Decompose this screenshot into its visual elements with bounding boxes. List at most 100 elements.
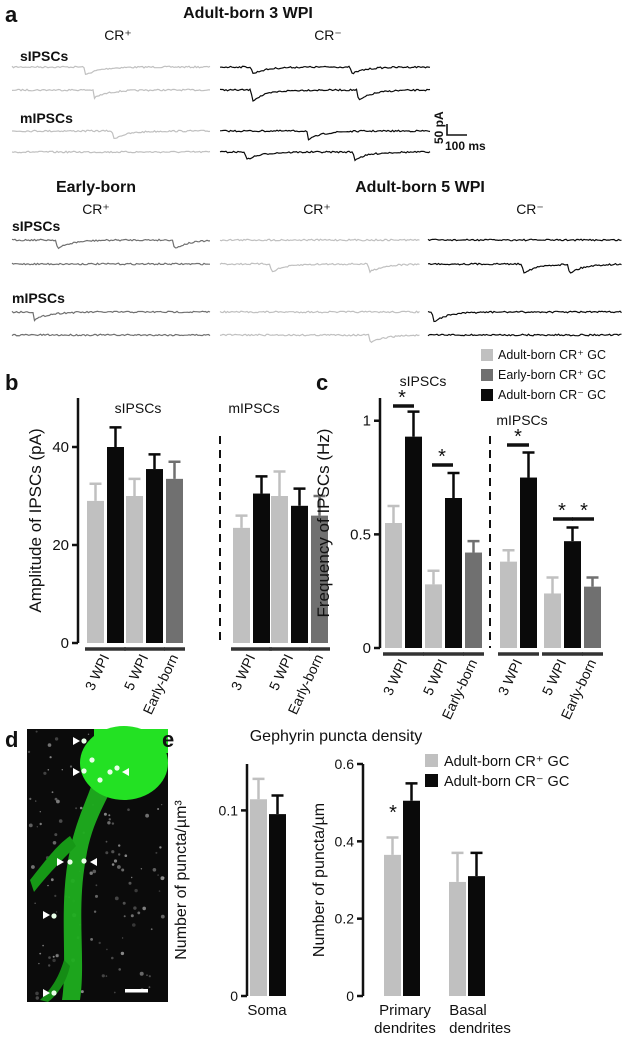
panel-a-letter: a (5, 2, 18, 27)
background-speckle (105, 840, 108, 843)
gephyrin-punctum (81, 858, 87, 864)
background-speckle (54, 894, 57, 898)
y-tick-label: 0 (61, 635, 69, 652)
background-speckle (93, 910, 97, 913)
error-bar (293, 487, 306, 506)
dendrite-main (62, 768, 118, 1000)
background-speckle (58, 819, 63, 823)
background-speckle (111, 863, 115, 866)
panel-a-row-mipscs: mIPSCs (20, 110, 73, 126)
background-speckle (38, 962, 40, 965)
panel-a-bottom-row-sipscs: sIPSCs (12, 218, 60, 234)
arrowhead-icon (43, 911, 50, 919)
panel-d: d (5, 726, 168, 1002)
background-speckle (39, 811, 41, 813)
background-speckle (158, 890, 161, 892)
background-speckle (134, 888, 138, 893)
background-speckle (111, 850, 115, 854)
arrowhead-icon (57, 858, 64, 866)
background-speckle (42, 944, 44, 947)
background-speckle (29, 797, 32, 801)
scale-bar-y-label: 50 pA (432, 111, 446, 144)
panel-d-letter: d (5, 727, 18, 752)
y-tick-label: 0 (346, 988, 354, 1004)
error-bar (109, 426, 122, 447)
legend-label-early-cr-pos: Early-born CR⁺ GC (498, 368, 606, 382)
y-tick-label: 0.4 (335, 833, 355, 849)
significance-star: * (438, 446, 446, 468)
error-bar (405, 782, 418, 801)
bar (468, 876, 485, 996)
background-speckle (157, 808, 160, 810)
ipsc-trace (219, 333, 420, 344)
background-speckle (56, 799, 60, 804)
y-tick-label: 0 (363, 640, 371, 657)
background-speckle (39, 952, 42, 955)
gephyrin-punctum (67, 859, 73, 865)
error-bar (522, 451, 535, 478)
background-speckle (35, 996, 39, 1000)
background-speckle (117, 865, 121, 869)
granule-cell-soma-top (94, 729, 168, 753)
background-speckle (108, 814, 111, 817)
background-speckle (31, 865, 35, 869)
bar (500, 561, 517, 648)
error-bar (451, 851, 464, 882)
error-bar (467, 539, 480, 553)
panel-e-letter: e (162, 727, 174, 752)
category-label-basal: Basal (449, 1002, 487, 1019)
bar (564, 541, 581, 648)
error-bar (252, 777, 265, 800)
panel-a-col-cr-pos: CR⁺ (104, 27, 132, 43)
background-speckle (148, 975, 151, 978)
background-speckle (111, 822, 115, 825)
ipsc-trace (11, 333, 211, 337)
background-speckle (113, 991, 116, 994)
legend-e-swatch-cr-neg (425, 774, 438, 787)
bar (233, 527, 250, 643)
bar (271, 496, 288, 643)
gephyrin-punctum (81, 738, 87, 744)
error-bar (128, 477, 141, 496)
background-speckle (90, 938, 93, 941)
error-bar (427, 569, 440, 585)
ipsc-trace (219, 310, 420, 314)
panel-a-row-sipscs: sIPSCs (20, 48, 68, 64)
panel-a-bottom-col-2: CR⁺ (303, 201, 331, 217)
background-speckle (160, 914, 165, 919)
ipsc-trace (219, 262, 420, 274)
gephyrin-punctum (51, 990, 57, 996)
puncta-arrowheads (43, 737, 129, 997)
bar (311, 515, 328, 643)
background-speckle (39, 822, 42, 826)
scale-bar (446, 124, 467, 136)
background-speckle (114, 896, 119, 901)
group-title: sIPSCs (115, 400, 162, 416)
bar (166, 478, 183, 643)
ipsc-trace (219, 238, 420, 242)
bar (384, 854, 401, 996)
background-speckle (106, 948, 108, 951)
background-speckle (122, 901, 126, 905)
background-speckle (132, 923, 136, 927)
bar (584, 586, 601, 648)
background-speckle (54, 833, 58, 837)
significance-star: * (580, 500, 588, 522)
error-bar (313, 494, 326, 516)
scale-bar-x-label: 100 ms (445, 139, 486, 153)
error-bar (546, 576, 559, 594)
category-label: 3 WPI (380, 657, 411, 698)
ipsc-trace (11, 65, 211, 76)
y-tick-label: 20 (52, 537, 69, 554)
bar (385, 523, 402, 648)
ipsc-trace (219, 65, 431, 75)
background-speckle (133, 906, 137, 910)
y-tick-label: 40 (52, 439, 69, 456)
y-tick-label: 1 (363, 413, 371, 430)
background-speckle (79, 806, 83, 810)
ipsc-trace (427, 238, 622, 242)
background-speckle (28, 823, 33, 828)
background-speckle (142, 906, 146, 911)
y-axis-label: Number of puncta/µm (311, 803, 328, 957)
